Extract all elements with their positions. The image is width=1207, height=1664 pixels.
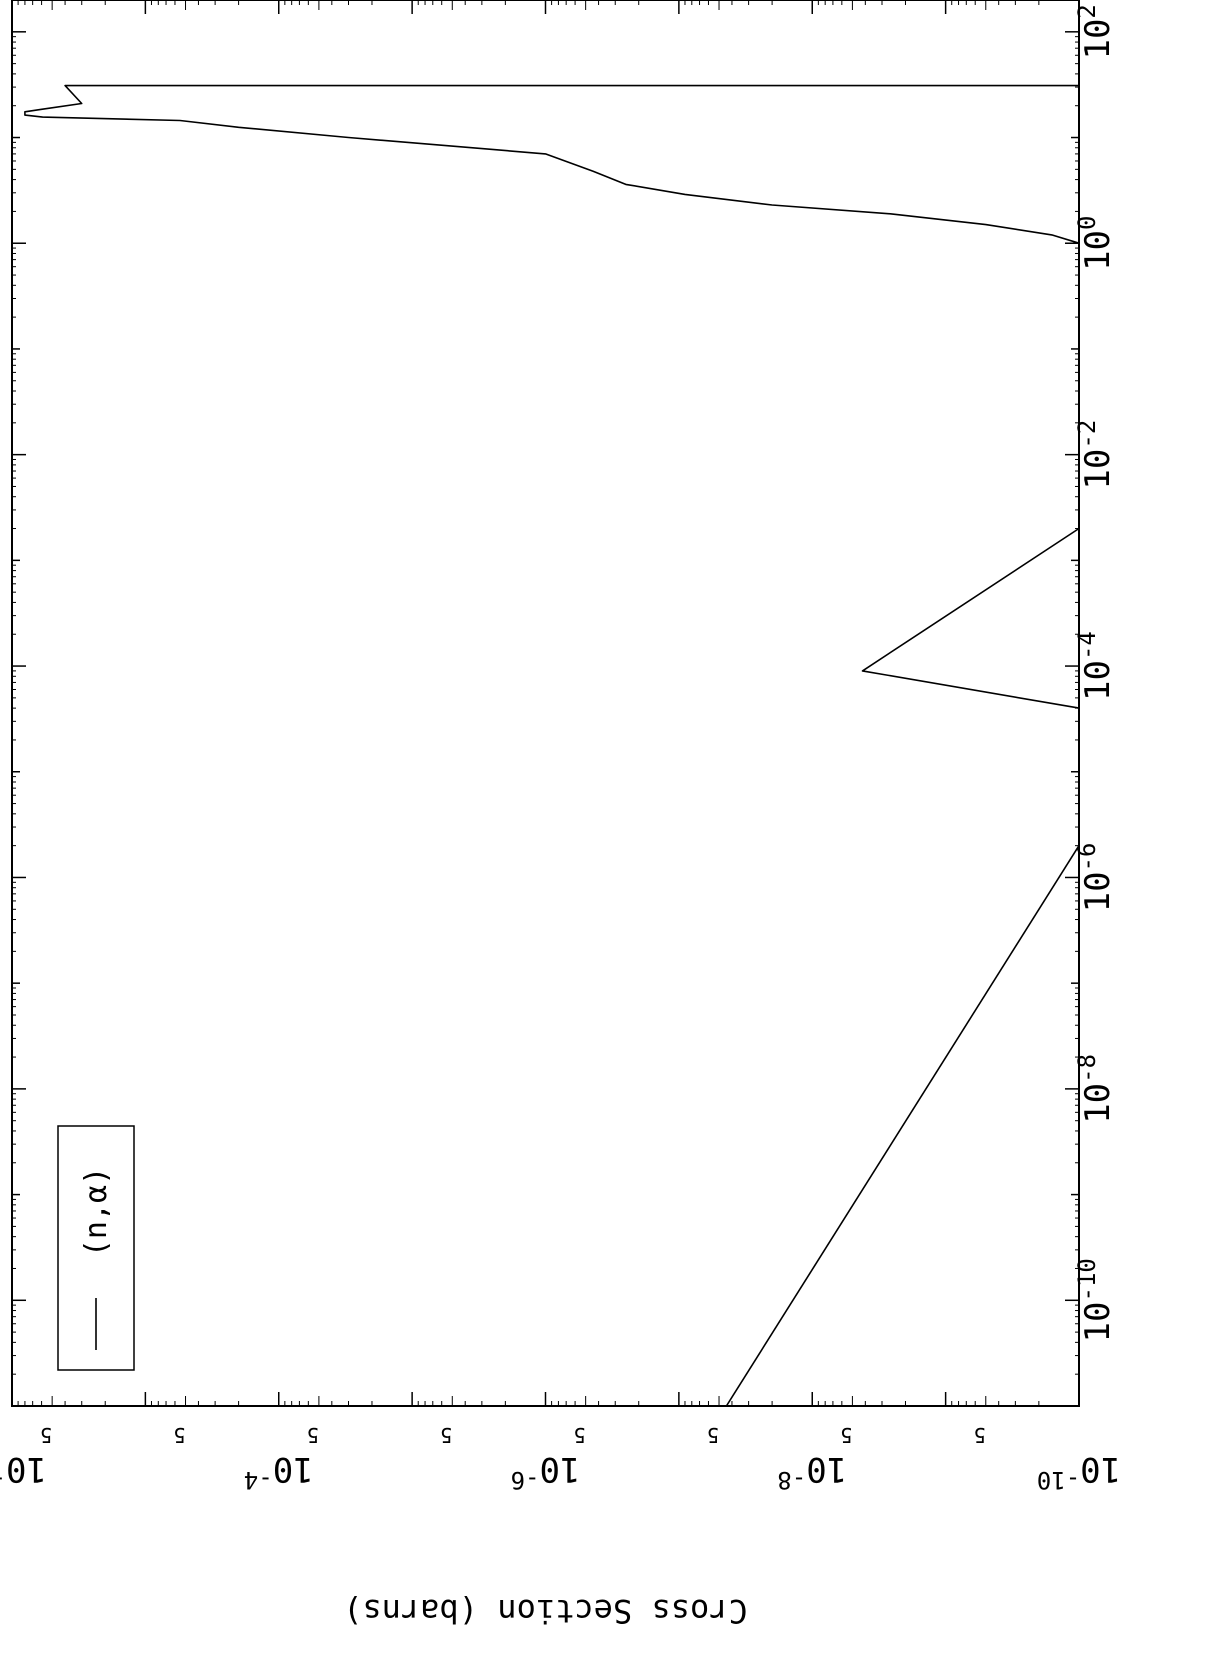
x-tick-label: 10-10 xyxy=(1073,1258,1118,1342)
series-line xyxy=(24,84,1080,244)
y-tick-label-text: 10-4 xyxy=(244,1449,314,1494)
x-tick-label: 10-2 xyxy=(1073,420,1118,490)
x-tick-label-text: 100 xyxy=(1073,216,1118,271)
series-layer xyxy=(24,84,1080,1407)
x-tick-label: 10-6 xyxy=(1073,843,1118,913)
chart-title: 333 KeV An Cross Sections xyxy=(0,402,2,1004)
y-axis-title: Cross Section (barns) xyxy=(343,1592,748,1630)
x-tick-label: 102 xyxy=(1073,4,1118,59)
y-tick-label: 10-2 xyxy=(0,1449,47,1494)
y-minor-tick-label: 5 xyxy=(840,1423,852,1447)
legend-label: (n,α) xyxy=(79,1167,114,1257)
y-minor-tick-label: 5 xyxy=(40,1423,52,1447)
x-tick-label-text: 10-10 xyxy=(1073,1258,1118,1342)
y-tick-label: 10-4 xyxy=(244,1449,314,1494)
y-minor-tick-label: 5 xyxy=(974,1423,986,1447)
x-tick-label-text: 10-6 xyxy=(1073,843,1118,913)
y-minor-tick-label: 5 xyxy=(174,1423,186,1447)
y-tick-label-text: 10-6 xyxy=(511,1449,581,1494)
y-tick-label: 10-10 xyxy=(1037,1449,1121,1494)
legend: (n,α) xyxy=(57,1125,135,1371)
axes xyxy=(11,0,1080,1407)
x-tick-label-text: 102 xyxy=(1073,4,1118,59)
plot-frame xyxy=(11,0,1080,1407)
y-minor-tick-label: 5 xyxy=(707,1423,719,1447)
x-tick-label-text: 10-4 xyxy=(1073,631,1118,701)
y-tick-label-text: 10-2 xyxy=(0,1449,47,1494)
x-tick-label: 10-4 xyxy=(1073,631,1118,701)
series-line xyxy=(725,845,1080,1407)
y-tick-label-text: 10-8 xyxy=(777,1449,847,1494)
y-minor-tick-label: 5 xyxy=(574,1423,586,1447)
labels-layer: 5 5 5 5 5 5 5 5 10-10 10-8 10-6 10-4 10-2 100 102 10-10… xyxy=(0,4,1121,1630)
x-tick-label: 100 xyxy=(1073,216,1118,271)
series-line xyxy=(861,527,1080,709)
y-minor-tick-label: 5 xyxy=(440,1423,452,1447)
y-minor-tick-label: 5 xyxy=(307,1423,319,1447)
y-tick-label-text: 10-10 xyxy=(1037,1449,1121,1494)
x-tick-label: 10-8 xyxy=(1073,1054,1118,1124)
y-tick-label: 10-8 xyxy=(777,1449,847,1494)
y-tick-label: 10-6 xyxy=(511,1449,581,1494)
x-tick-label-text: 10-2 xyxy=(1073,420,1118,490)
x-tick-label-text: 10-8 xyxy=(1073,1054,1118,1124)
